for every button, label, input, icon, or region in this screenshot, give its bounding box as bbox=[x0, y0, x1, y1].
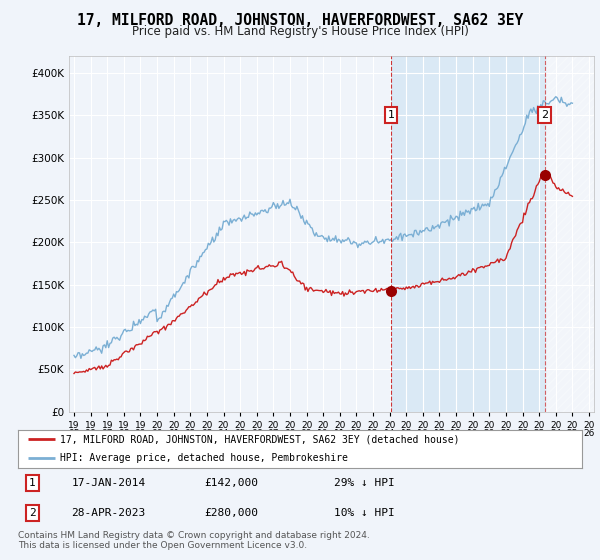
Bar bbox=[545, 56, 594, 412]
Text: 17, MILFORD ROAD, JOHNSTON, HAVERFORDWEST, SA62 3EY: 17, MILFORD ROAD, JOHNSTON, HAVERFORDWES… bbox=[77, 13, 523, 29]
Text: £280,000: £280,000 bbox=[204, 508, 258, 518]
Text: 29% ↓ HPI: 29% ↓ HPI bbox=[334, 478, 395, 488]
Text: HPI: Average price, detached house, Pembrokeshire: HPI: Average price, detached house, Pemb… bbox=[60, 452, 348, 463]
Bar bbox=[545, 56, 594, 412]
Text: 28-APR-2023: 28-APR-2023 bbox=[71, 508, 146, 518]
Text: Contains HM Land Registry data © Crown copyright and database right 2024.
This d: Contains HM Land Registry data © Crown c… bbox=[18, 530, 370, 550]
Text: 17-JAN-2014: 17-JAN-2014 bbox=[71, 478, 146, 488]
Text: 2: 2 bbox=[29, 508, 35, 518]
Text: 10% ↓ HPI: 10% ↓ HPI bbox=[334, 508, 395, 518]
Text: £142,000: £142,000 bbox=[204, 478, 258, 488]
Bar bbox=[391, 56, 545, 412]
Text: 1: 1 bbox=[388, 110, 395, 120]
Text: 2: 2 bbox=[541, 110, 548, 120]
Text: 17, MILFORD ROAD, JOHNSTON, HAVERFORDWEST, SA62 3EY (detached house): 17, MILFORD ROAD, JOHNSTON, HAVERFORDWES… bbox=[60, 435, 460, 445]
Text: Price paid vs. HM Land Registry's House Price Index (HPI): Price paid vs. HM Land Registry's House … bbox=[131, 25, 469, 38]
Text: 1: 1 bbox=[29, 478, 35, 488]
